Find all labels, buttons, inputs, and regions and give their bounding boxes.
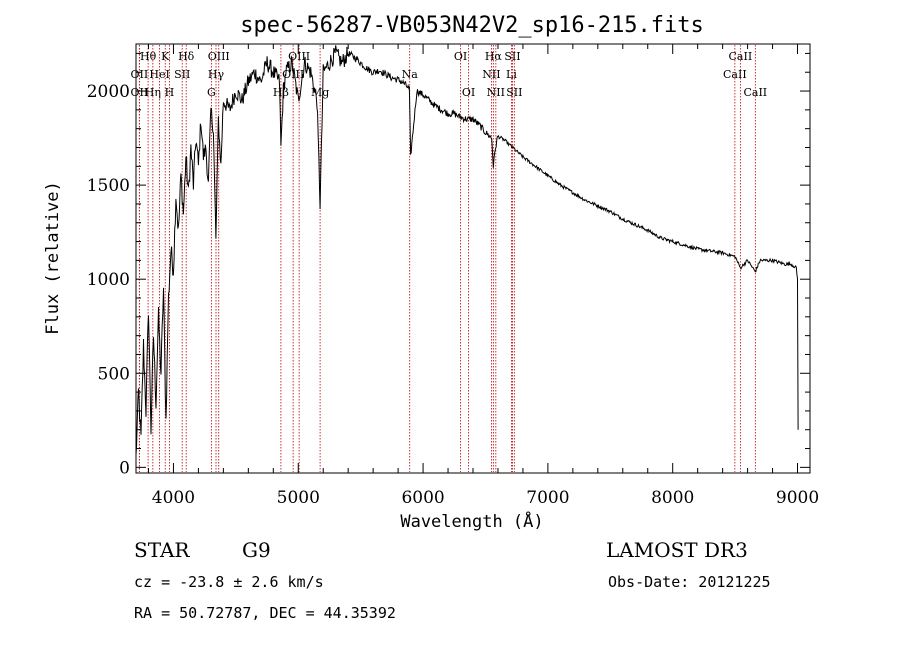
x-tick-label: 7000 [526, 488, 569, 508]
y-axis-label: Flux (relative) [43, 181, 63, 335]
line-label-15: Mg [311, 86, 329, 99]
line-label-19: Hα [485, 50, 503, 63]
line-label-27: CaII [743, 86, 767, 99]
line-label-1: K [161, 50, 170, 63]
line-label-25: CaII [729, 50, 753, 63]
line-label-14: Hβ [273, 86, 289, 99]
line-label-23: NII [487, 86, 505, 99]
spectrum-line [135, 45, 799, 455]
x-tick-label: 5000 [277, 488, 320, 508]
plot-frame [135, 43, 811, 474]
redshift-readout: cz = -23.8 ± 2.6 km/s [134, 573, 324, 591]
line-label-11: G [207, 86, 216, 99]
line-label-2: Hδ [178, 50, 195, 63]
chart-title: spec-56287-VB053N42V2_sp16-215.fits [240, 13, 704, 38]
line-label-13: OIII [282, 68, 304, 81]
y-tick-label: 1000 [87, 270, 130, 290]
line-label-22: Li [506, 68, 517, 81]
survey-name: LAMOST DR3 [606, 538, 748, 562]
line-label-7: Hη [145, 86, 161, 99]
line-label-16: Na [402, 68, 419, 81]
x-axis-label: Wavelength (Å) [400, 510, 543, 532]
y-tick-label: 2000 [87, 82, 130, 102]
x-tick-label: 9000 [776, 488, 819, 508]
object-class: STAR [134, 538, 190, 562]
y-axis-ticks: 0 500 1000 1500 2000 [87, 52, 810, 478]
line-label-6: OII [131, 86, 149, 99]
y-tick-label: 1500 [87, 176, 130, 196]
line-label-26: CaII [723, 68, 747, 81]
line-label-8: H [165, 86, 175, 99]
x-tick-label: 8000 [651, 488, 694, 508]
x-tick-label: 6000 [401, 488, 444, 508]
line-label-18: OI [462, 86, 475, 99]
x-axis-ticks: 4000 5000 6000 7000 8000 9000 [147, 44, 819, 508]
spectral-line-markers [138, 45, 756, 472]
line-label-5: SII [174, 68, 190, 81]
line-label-3: OII [131, 68, 149, 81]
line-label-4: HeI [149, 68, 169, 81]
y-tick-label: 500 [98, 364, 130, 384]
line-label-9: OIII [208, 50, 230, 63]
line-label-17: OI [454, 50, 467, 63]
observation-date: Obs-Date: 20121225 [608, 573, 771, 591]
line-label-10: Hγ [208, 68, 225, 81]
coordinates-readout: RA = 50.72787, DEC = 44.35392 [134, 604, 396, 622]
line-label-20: SII [504, 50, 520, 63]
line-label-0: Hθ [140, 50, 157, 63]
x-tick-label: 4000 [152, 488, 195, 508]
object-subclass: G9 [242, 538, 271, 562]
y-tick-label: 0 [119, 458, 130, 478]
line-label-21: NII [482, 68, 500, 81]
line-label-24: SII [506, 86, 522, 99]
